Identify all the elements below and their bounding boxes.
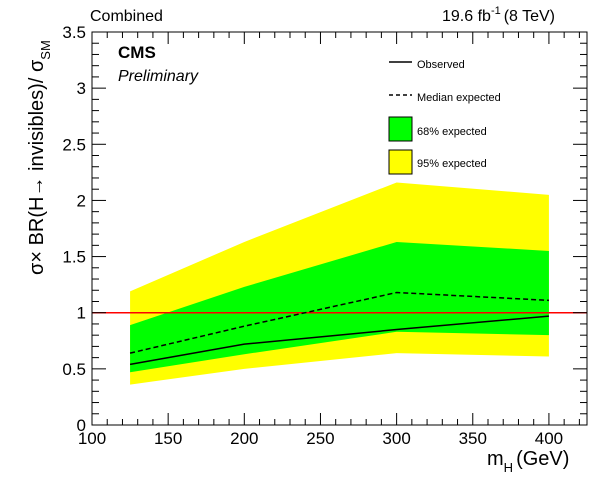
lumi-unit-exponent: -1	[491, 5, 501, 17]
x-tick-label: 400	[535, 429, 563, 448]
legend-observed-label: Observed	[417, 59, 465, 71]
y-tick-label: 2.5	[62, 135, 86, 154]
y-axis-title: σ× BR(H→ invisibles)/ σSM	[26, 40, 53, 275]
y-tick-label: 2	[77, 191, 86, 210]
limit-curves	[92, 291, 587, 366]
cms-label: CMS	[118, 43, 156, 62]
legend: Observed Median expected 68% expected 95% e…	[388, 59, 501, 175]
legend-68-swatch	[388, 116, 413, 142]
expected-bands	[130, 182, 549, 385]
y-tick-label: 3	[77, 79, 86, 98]
x-tick-label: 250	[306, 429, 334, 448]
y-tick-label: 3.5	[62, 23, 86, 42]
lumi-label: 19.6 fb-1 (8 TeV)	[442, 5, 555, 25]
legend-95-swatch	[388, 149, 413, 175]
y-axis-main: σ× BR(H→ invisibles)/ σ	[26, 59, 48, 275]
axis-ticks	[91, 31, 587, 426]
y-tick-label: 1.5	[62, 248, 86, 267]
lumi-value: 19.6 fb	[442, 8, 491, 25]
preliminary-label: Preliminary	[118, 68, 199, 85]
x-axis-subscript: H	[504, 460, 513, 475]
legend-median-label: Median expected	[417, 92, 501, 104]
header-left: Combined	[90, 8, 163, 25]
x-axis-title: mH (GeV)	[487, 448, 569, 475]
energy-label: (8 TeV)	[504, 8, 555, 25]
series-median-expected	[129, 291, 549, 354]
x-tick-label: 350	[459, 429, 487, 448]
y-axis-subscript: SM	[38, 40, 53, 60]
legend-68-label: 68% expected	[417, 126, 487, 138]
x-axis-symbol: m	[487, 448, 504, 470]
x-tick-label: 300	[382, 429, 410, 448]
plot-frame	[91, 31, 588, 426]
band-68-expected	[130, 241, 549, 373]
x-axis-unit: (GeV)	[516, 448, 569, 470]
y-tick-label: 0.5	[62, 360, 86, 379]
y-tick-label: 0	[77, 416, 86, 435]
axis-tick-labels: 100 150 200 250 300 350 400 0 0.5 1 1.5 2 2.5 3 3.5	[62, 23, 563, 448]
series-observed	[129, 315, 549, 366]
x-tick-label: 150	[154, 429, 182, 448]
legend-95-label: 95% expected	[417, 158, 487, 170]
x-tick-label: 100	[78, 429, 106, 448]
x-tick-label: 200	[230, 429, 258, 448]
y-tick-label: 1	[77, 304, 86, 323]
